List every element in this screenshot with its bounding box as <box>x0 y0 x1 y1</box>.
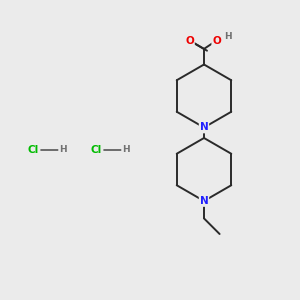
Text: H: H <box>59 146 67 154</box>
Text: O: O <box>212 35 221 46</box>
Text: N: N <box>200 196 208 206</box>
Text: N: N <box>200 122 208 133</box>
Text: O: O <box>185 35 194 46</box>
Text: H: H <box>224 32 232 41</box>
Text: Cl: Cl <box>90 145 102 155</box>
Text: H: H <box>122 146 130 154</box>
Text: Cl: Cl <box>27 145 39 155</box>
